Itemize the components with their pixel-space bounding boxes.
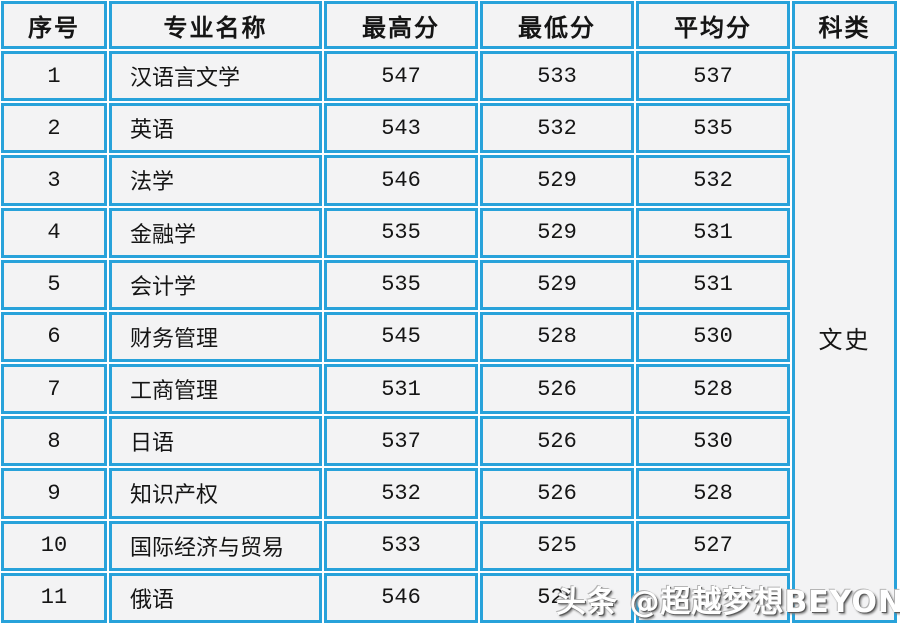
avg-score-cell bbox=[636, 572, 790, 623]
max-score-cell: 546 bbox=[324, 155, 478, 206]
min-score-cell: 529 bbox=[480, 155, 634, 206]
category-merged-cell: 文史 bbox=[792, 51, 897, 623]
table-row: 1 汉语言文学 547 533 537 文史 bbox=[1, 51, 897, 623]
index-cell: 5 bbox=[1, 259, 107, 310]
major-cell: 英语 bbox=[109, 103, 322, 154]
index-cell: 10 bbox=[1, 520, 107, 571]
min-score-cell: 526 bbox=[480, 468, 634, 519]
avg-score-cell: 528 bbox=[636, 468, 790, 519]
max-score-cell: 543 bbox=[324, 103, 478, 154]
major-cell: 法学 bbox=[109, 155, 322, 206]
table-row: 7 工商管理 531 526 528 bbox=[1, 364, 897, 415]
avg-score-cell: 527 bbox=[636, 520, 790, 571]
index-cell: 6 bbox=[1, 311, 107, 363]
max-score-cell: 546 bbox=[324, 572, 478, 623]
header-row: 序号 专业名称 最高分 最低分 平均分 科类 bbox=[1, 1, 897, 49]
index-cell: 3 bbox=[1, 155, 107, 206]
min-score-cell: 529 bbox=[480, 259, 634, 310]
index-cell: 7 bbox=[1, 364, 107, 415]
table-row: 6 财务管理 545 528 530 bbox=[1, 311, 897, 363]
avg-score-cell: 531 bbox=[636, 207, 790, 258]
major-cell: 知识产权 bbox=[109, 468, 322, 519]
index-cell: 1 bbox=[1, 51, 107, 102]
max-score-cell: 533 bbox=[324, 520, 478, 571]
min-score-cell: 528 bbox=[480, 311, 634, 363]
max-score-cell: 532 bbox=[324, 468, 478, 519]
max-score-cell: 531 bbox=[324, 364, 478, 415]
major-cell: 金融学 bbox=[109, 207, 322, 258]
max-score-cell: 535 bbox=[324, 207, 478, 258]
min-score-cell: 529 bbox=[480, 207, 634, 258]
table-row: 4 金融学 535 529 531 bbox=[1, 207, 897, 258]
index-cell: 2 bbox=[1, 103, 107, 154]
index-cell: 8 bbox=[1, 416, 107, 467]
header-min-score: 最低分 bbox=[480, 1, 634, 49]
header-avg-score: 平均分 bbox=[636, 1, 790, 49]
major-cell: 国际经济与贸易 bbox=[109, 520, 322, 571]
table-row: 9 知识产权 532 526 528 bbox=[1, 468, 897, 519]
header-major-name: 专业名称 bbox=[109, 1, 322, 49]
table-row: 8 日语 537 526 530 bbox=[1, 416, 897, 467]
min-score-cell: 533 bbox=[480, 51, 634, 102]
major-cell: 工商管理 bbox=[109, 364, 322, 415]
table-row: 2 英语 543 532 535 bbox=[1, 103, 897, 154]
header-max-score: 最高分 bbox=[324, 1, 478, 49]
major-cell: 俄语 bbox=[109, 572, 322, 623]
table-row: 3 法学 546 529 532 bbox=[1, 155, 897, 206]
index-cell: 9 bbox=[1, 468, 107, 519]
index-cell: 4 bbox=[1, 207, 107, 258]
min-score-cell: 526 bbox=[480, 416, 634, 467]
table-row: 5 会计学 535 529 531 bbox=[1, 259, 897, 310]
max-score-cell: 535 bbox=[324, 259, 478, 310]
major-cell: 会计学 bbox=[109, 259, 322, 310]
min-score-cell: 532 bbox=[480, 103, 634, 154]
avg-score-cell: 535 bbox=[636, 103, 790, 154]
min-score-cell: 525 bbox=[480, 520, 634, 571]
major-cell: 日语 bbox=[109, 416, 322, 467]
table-row: 11 俄语 546 525 bbox=[1, 572, 897, 623]
avg-score-cell: 528 bbox=[636, 364, 790, 415]
header-category: 科类 bbox=[792, 1, 897, 49]
header-index: 序号 bbox=[1, 1, 107, 49]
major-cell: 汉语言文学 bbox=[109, 51, 322, 102]
avg-score-cell: 531 bbox=[636, 259, 790, 310]
index-cell: 11 bbox=[1, 572, 107, 623]
min-score-cell: 526 bbox=[480, 364, 634, 415]
max-score-cell: 547 bbox=[324, 51, 478, 102]
avg-score-cell: 530 bbox=[636, 311, 790, 363]
max-score-cell: 537 bbox=[324, 416, 478, 467]
avg-score-cell: 530 bbox=[636, 416, 790, 467]
avg-score-cell: 537 bbox=[636, 51, 790, 102]
max-score-cell: 545 bbox=[324, 311, 478, 363]
avg-score-cell: 532 bbox=[636, 155, 790, 206]
min-score-cell: 525 bbox=[480, 572, 634, 623]
table-row: 10 国际经济与贸易 533 525 527 bbox=[1, 520, 897, 571]
major-cell: 财务管理 bbox=[109, 311, 322, 363]
